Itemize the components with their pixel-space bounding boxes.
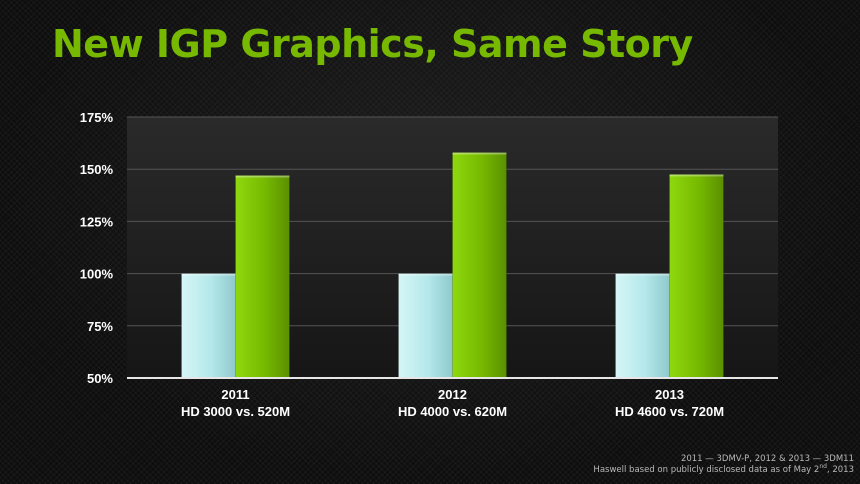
footnote-line-2: Haswell based on publicly disclosed data…	[593, 463, 854, 476]
y-tick-label: 150%	[80, 162, 114, 177]
footnote-line-2-end: , 2013	[826, 465, 854, 475]
bar-gpu	[235, 175, 290, 379]
footnote-line-2-text: Haswell based on publicly disclosed data…	[593, 465, 820, 475]
y-tick-label: 75%	[87, 319, 113, 334]
footnote-ordinal-suffix: nd	[819, 463, 827, 471]
bar-igp-highlight	[181, 273, 236, 276]
bar-igp	[398, 273, 453, 379]
x-category-sublabel: HD 4000 vs. 620M	[398, 404, 507, 419]
bar-gpu	[669, 174, 724, 379]
bar-igp-highlight	[615, 273, 670, 276]
slide-title: New IGP Graphics, Same Story	[52, 22, 693, 66]
x-category-label: 2012	[438, 387, 467, 402]
axis-labels: 50% 75% 100% 125% 150% 175% 2011 HD 3000 vs. 52…	[80, 110, 724, 419]
bar-igp-highlight	[398, 273, 453, 276]
footnote-line-1: 2011 — 3DMV-P, 2012 & 2013 — 3DM11	[680, 454, 854, 464]
y-tick-label: 100%	[80, 267, 114, 282]
x-category-sublabel: HD 3000 vs. 520M	[181, 404, 290, 419]
footnote: 2011 — 3DMV-P, 2012 & 2013 — 3DM11 Haswe…	[593, 454, 854, 476]
bar-igp	[181, 273, 236, 379]
y-tick-label: 175%	[80, 110, 114, 125]
bar-gpu-highlight	[669, 174, 724, 177]
x-category-label: 2013	[655, 387, 684, 402]
bar-gpu-highlight	[235, 175, 290, 178]
x-category-label: 2011	[221, 387, 249, 402]
bar-gpu-highlight	[452, 152, 507, 155]
y-tick-label: 50%	[87, 371, 113, 386]
y-tick-label: 125%	[80, 214, 114, 229]
bars	[181, 152, 724, 379]
x-category-sublabel: HD 4600 vs. 720M	[615, 404, 724, 419]
bar-igp	[615, 273, 670, 379]
bar-gpu	[452, 152, 507, 379]
